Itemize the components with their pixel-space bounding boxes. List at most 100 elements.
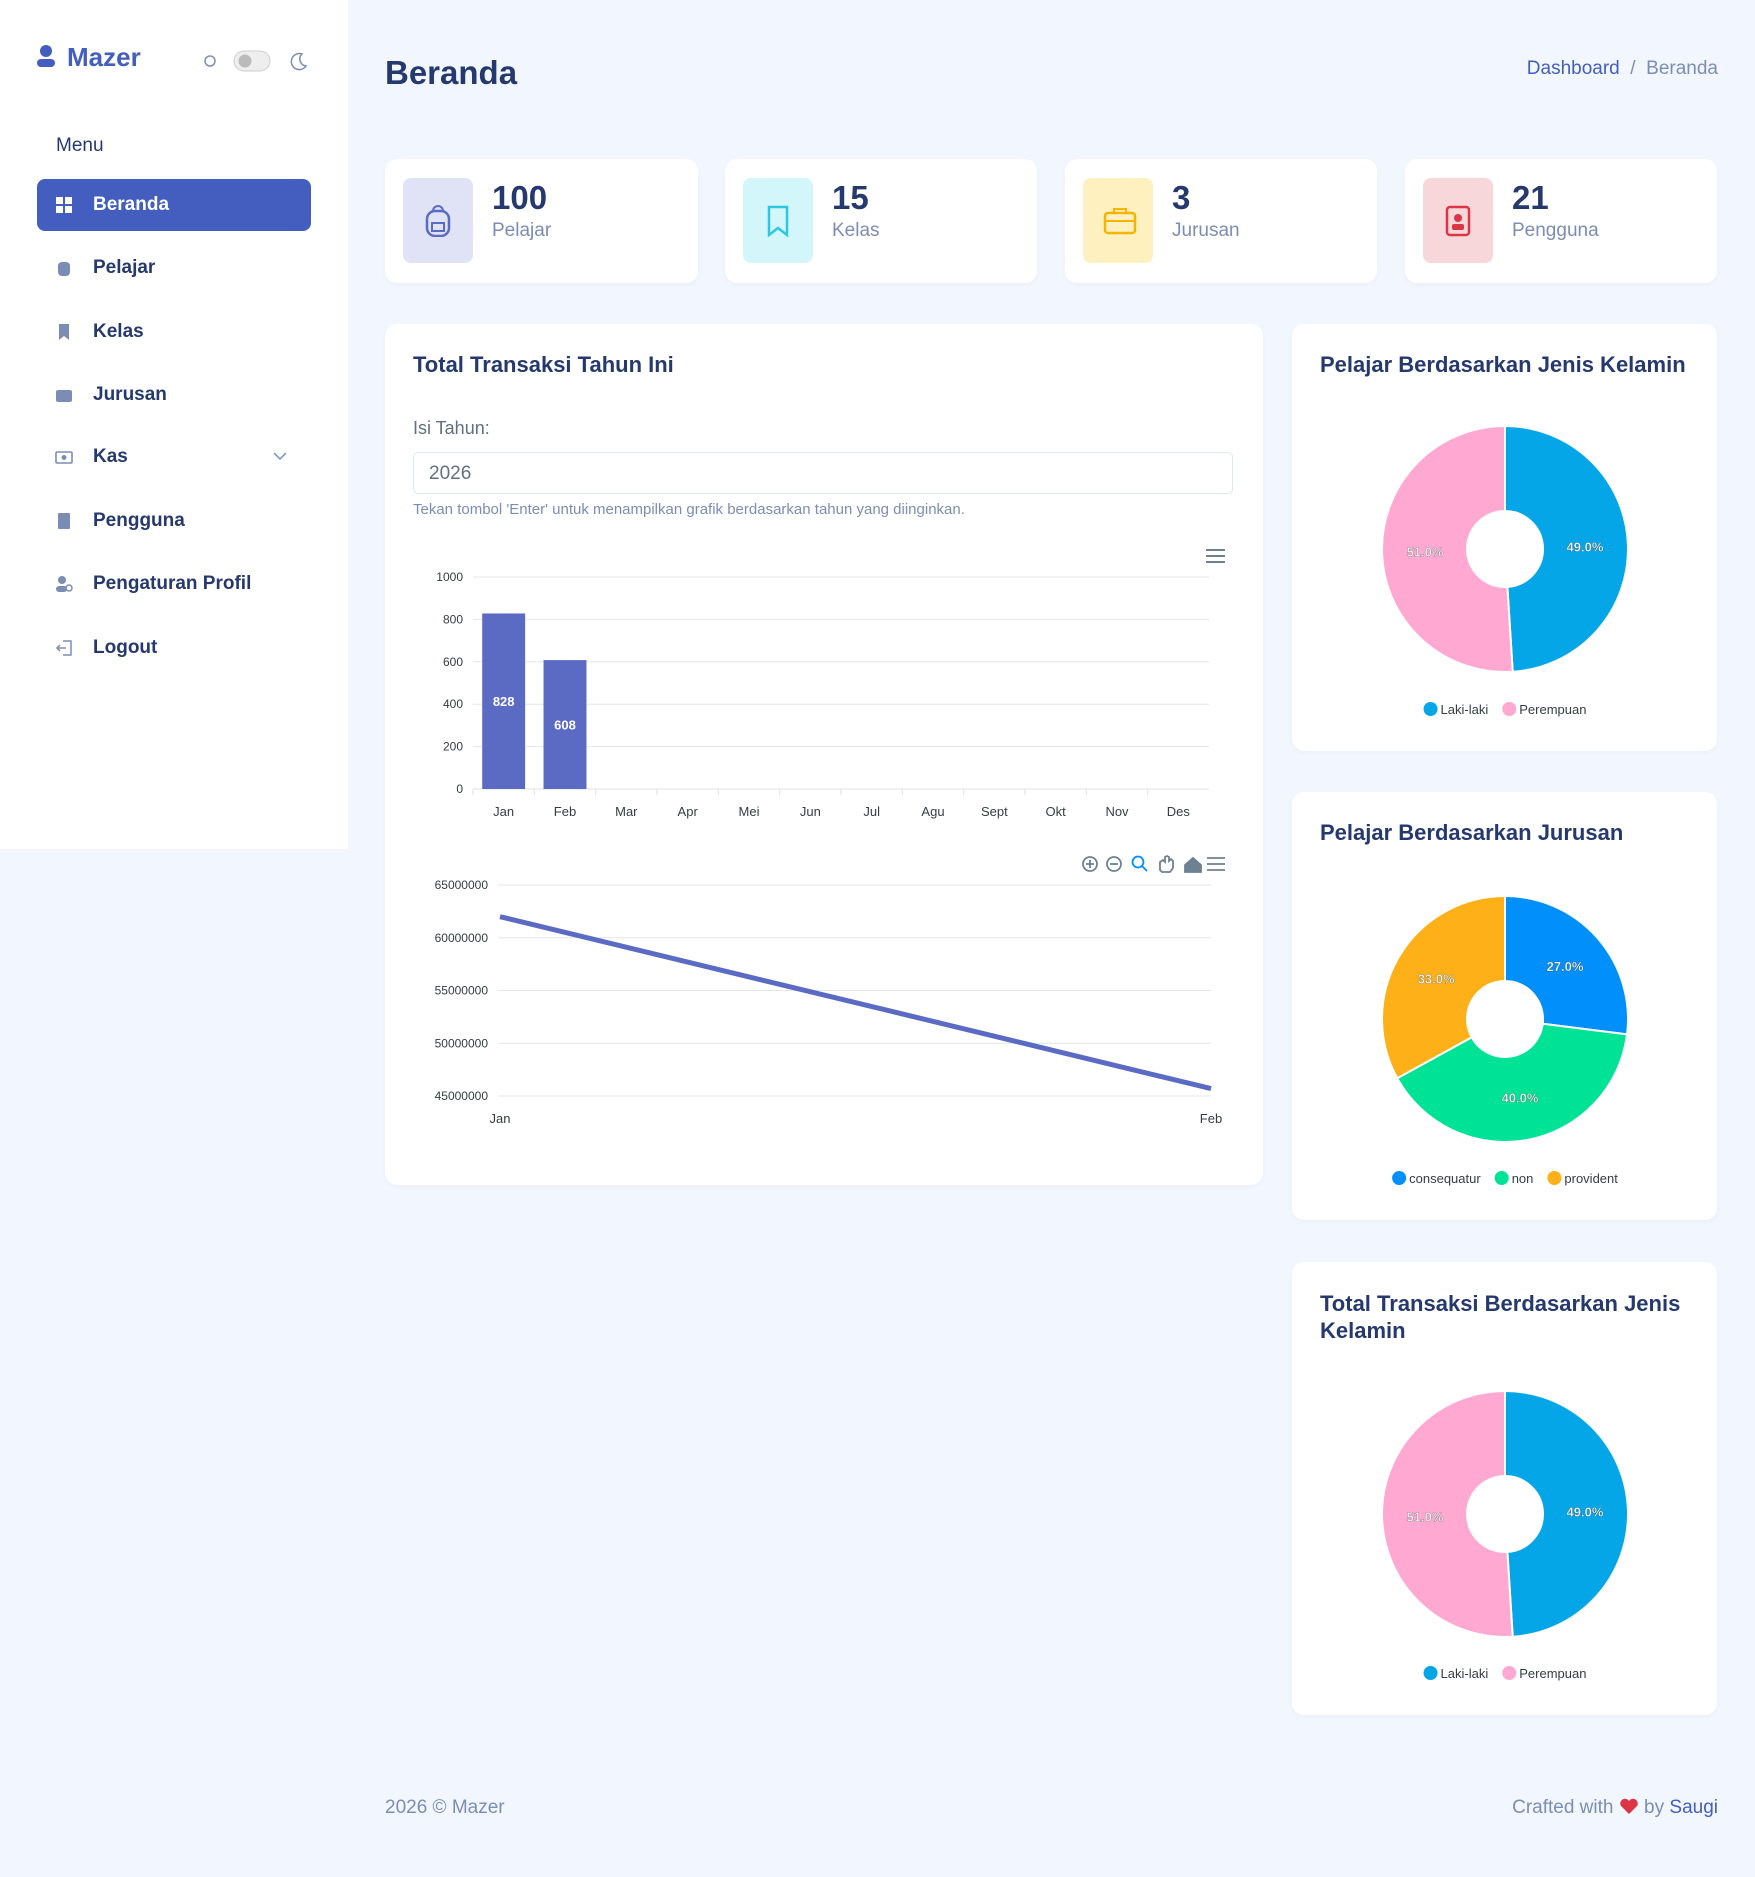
stat-label: Pelajar [492,220,552,241]
stat-value: 3 [1172,179,1191,216]
legend: consequatur non provident [1392,1171,1618,1186]
crafted-text: Crafted with [1512,1797,1614,1818]
legend-marker [1502,1666,1517,1680]
line [499,914,1212,1092]
slice-label: 40.0% [1502,1091,1539,1106]
line-toolbar[interactable] [1082,854,1225,873]
x-tick-label: Jan [490,1111,511,1126]
y-tick-label: 600 [443,655,463,669]
x-tick-label: Mei [739,804,760,819]
card-title: Pelajar Berdasarkan Jurusan [1320,820,1624,845]
legend-label: provident [1564,1171,1618,1186]
brand-icon [37,45,55,67]
y-tick-label: 1000 [436,570,463,584]
bar [482,613,526,789]
by-text: by [1644,1797,1665,1818]
legend-label: Laki-laki [1441,702,1489,717]
donut-slice [1380,424,1514,673]
x-tick-label: Jan [493,804,514,819]
breadcrumb-link[interactable]: Dashboard [1526,58,1620,79]
menu-item[interactable]: Pengguna [37,495,311,547]
legend-marker [1392,1171,1407,1185]
x-tick-label: Feb [1200,1111,1222,1126]
menu-label: Pelajar [93,257,156,278]
stat-card: 3 Jurusan [1065,159,1377,283]
year-input[interactable]: 2026 [413,452,1233,494]
menu-item[interactable]: Kelas [37,306,311,358]
page-title: Beranda [385,54,518,91]
menu-label: Kelas [93,321,144,342]
slice-label: 49.0% [1567,1504,1604,1519]
stat-value: 15 [832,179,869,216]
x-tick-label: Sept [981,804,1008,819]
stat-value: 100 [492,179,548,216]
stat-card: 21 Pengguna [1405,159,1717,283]
breadcrumb: Dashboard / Beranda [1526,58,1718,79]
card-title: Total Transaksi Tahun Ini [413,352,674,377]
copyright: 2026 © Mazer [385,1797,505,1818]
menu-item[interactable]: Logout [37,622,311,674]
slice-label: 33.0% [1418,971,1455,986]
menu-label: Beranda [93,194,170,215]
x-tick-label: Jul [863,804,880,819]
input-label: Isi Tahun: [413,418,490,438]
stat-card: 15 Kelas [725,159,1037,283]
legend: Laki-laki Perempuan [1423,702,1586,717]
donut-slice [1381,1389,1514,1638]
y-tick-label: 400 [443,697,463,711]
y-tick-label: 60000000 [435,931,489,945]
y-tick-label: 50000000 [435,1036,489,1050]
menu-item[interactable]: Jurusan [37,369,311,421]
chart-card [1292,1262,1717,1715]
menu-item[interactable]: Kas [37,431,311,483]
y-tick-label: 55000000 [435,984,489,998]
y-tick-label: 65000000 [435,878,489,892]
y-tick-label: 0 [456,782,463,796]
donut-slice [1381,894,1506,1080]
x-tick-label: Apr [678,804,699,819]
bar-label: 608 [554,718,576,733]
legend-label: Laki-laki [1441,1666,1489,1681]
slice-label: 51.0% [1407,545,1444,560]
legend-label: Perempuan [1519,702,1586,717]
breadcrumb-current: Beranda [1646,58,1718,79]
bar [543,660,587,789]
y-tick-label: 800 [443,612,463,626]
transactions-card [385,324,1263,1185]
sidebar: Mazer Menu Beranda Pelajar Kelas Jurusan… [0,0,348,849]
bar-menu[interactable] [1206,549,1225,563]
x-tick-label: Feb [554,804,576,819]
menu-item[interactable]: Pengaturan Profil [37,558,311,610]
menu-item[interactable]: Beranda [37,179,311,231]
menu-title: Menu [56,135,104,156]
slice-label: 27.0% [1547,959,1584,974]
author-link[interactable]: Saugi [1669,1797,1718,1818]
slice-label: 49.0% [1567,539,1604,554]
donut-slice [1504,1389,1630,1638]
stat-label: Kelas [832,220,880,241]
menu-label: Pengaturan Profil [93,573,252,594]
theme-toggle[interactable] [198,48,310,74]
x-tick-label: Nov [1105,804,1129,819]
legend-marker [1502,702,1517,716]
stat-card: 100 Pelajar [385,159,698,283]
stat-label: Jurusan [1172,220,1240,241]
x-tick-label: Jun [800,804,821,819]
legend-marker [1547,1171,1562,1185]
slice-label: 51.0% [1407,1510,1444,1525]
menu-item[interactable]: Pelajar [37,242,311,294]
card-title: Pelajar Berdasarkan Jenis Kelamin [1320,352,1686,377]
menu-label: Kas [93,446,128,467]
menu-label: Logout [93,637,158,658]
legend-marker [1423,1666,1438,1680]
chart-card [1292,324,1717,751]
y-tick-label: 45000000 [435,1089,489,1103]
brand[interactable]: Mazer [67,42,141,72]
legend: Laki-laki Perempuan [1423,1666,1586,1681]
legend-marker [1494,1171,1509,1185]
donut-slice [1504,894,1629,1036]
legend-label: non [1512,1171,1534,1186]
donut-slice [1504,424,1629,673]
